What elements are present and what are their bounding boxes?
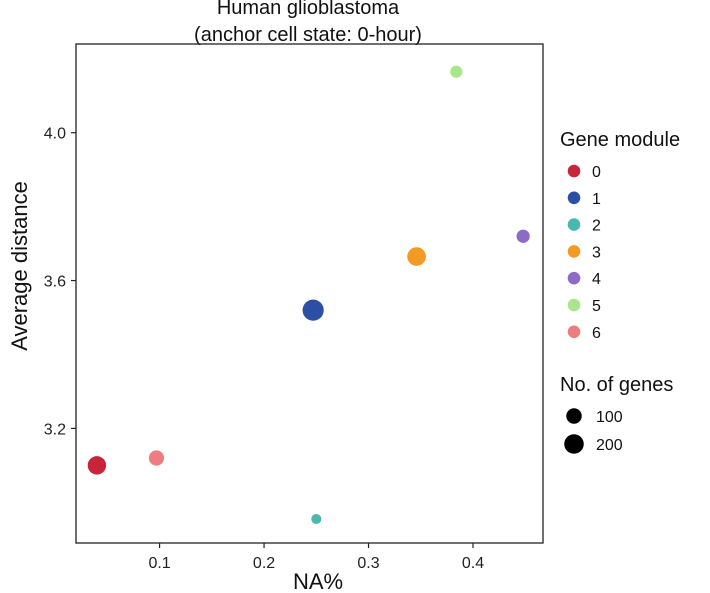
point-module-0	[87, 456, 107, 475]
y-axis: 3.2 3.6 4.0	[44, 126, 76, 438]
legend-label-module-2: 2	[592, 218, 601, 235]
x-tick-label: 0.4	[462, 555, 484, 572]
legend-swatch-module-1	[567, 191, 581, 205]
size-legend-circle	[566, 408, 582, 424]
size-legend-label: 100	[596, 409, 623, 426]
legend-swatch-module-5	[567, 298, 581, 312]
x-tick-label: 0.1	[148, 555, 170, 572]
size-legend-label: 200	[596, 437, 623, 454]
x-tick-label: 0.3	[357, 555, 379, 572]
legend-label-module-0: 0	[592, 164, 601, 181]
data-points	[87, 65, 530, 524]
plot-panel	[75, 43, 544, 544]
legend-swatch-module-0	[567, 164, 581, 178]
point-module-2	[311, 513, 322, 524]
x-tick-label: 0.2	[253, 555, 275, 572]
legend-label-module-3: 3	[592, 244, 601, 261]
point-module-1	[302, 299, 324, 321]
size-legend: 100 200	[564, 408, 623, 454]
y-tick-label: 4.0	[44, 126, 66, 143]
point-module-5	[450, 65, 463, 78]
point-module-6	[148, 450, 165, 466]
color-legend: 0 1 2 3 4 5 6	[567, 164, 601, 342]
size-legend-circle	[564, 434, 584, 454]
color-legend-title: Gene module	[560, 129, 680, 151]
legend-label-module-1: 1	[592, 191, 601, 208]
point-module-3	[407, 247, 426, 266]
legend-swatch-module-6	[567, 325, 581, 339]
x-axis-title: NA%	[293, 569, 343, 593]
point-module-4	[516, 229, 530, 243]
legend-swatch-module-4	[567, 271, 581, 285]
legend: Gene module 0 1 2 3 4 5 6 No. of genes 100 200	[560, 129, 680, 454]
chart-title: Human glioblastoma	[217, 0, 400, 19]
y-tick-label: 3.2	[44, 421, 66, 438]
chart-subtitle: (anchor cell state: 0-hour)	[194, 24, 422, 46]
legend-label-module-6: 6	[592, 325, 601, 342]
legend-swatch-module-3	[567, 245, 581, 258]
x-axis: 0.1 0.2 0.3 0.4	[148, 543, 484, 572]
size-legend-title: No. of genes	[560, 374, 673, 396]
y-axis-title: Average distance	[7, 181, 32, 351]
y-tick-label: 3.6	[44, 274, 66, 291]
legend-swatch-module-2	[567, 218, 581, 231]
legend-label-module-4: 4	[592, 271, 601, 288]
legend-label-module-5: 5	[592, 298, 601, 315]
